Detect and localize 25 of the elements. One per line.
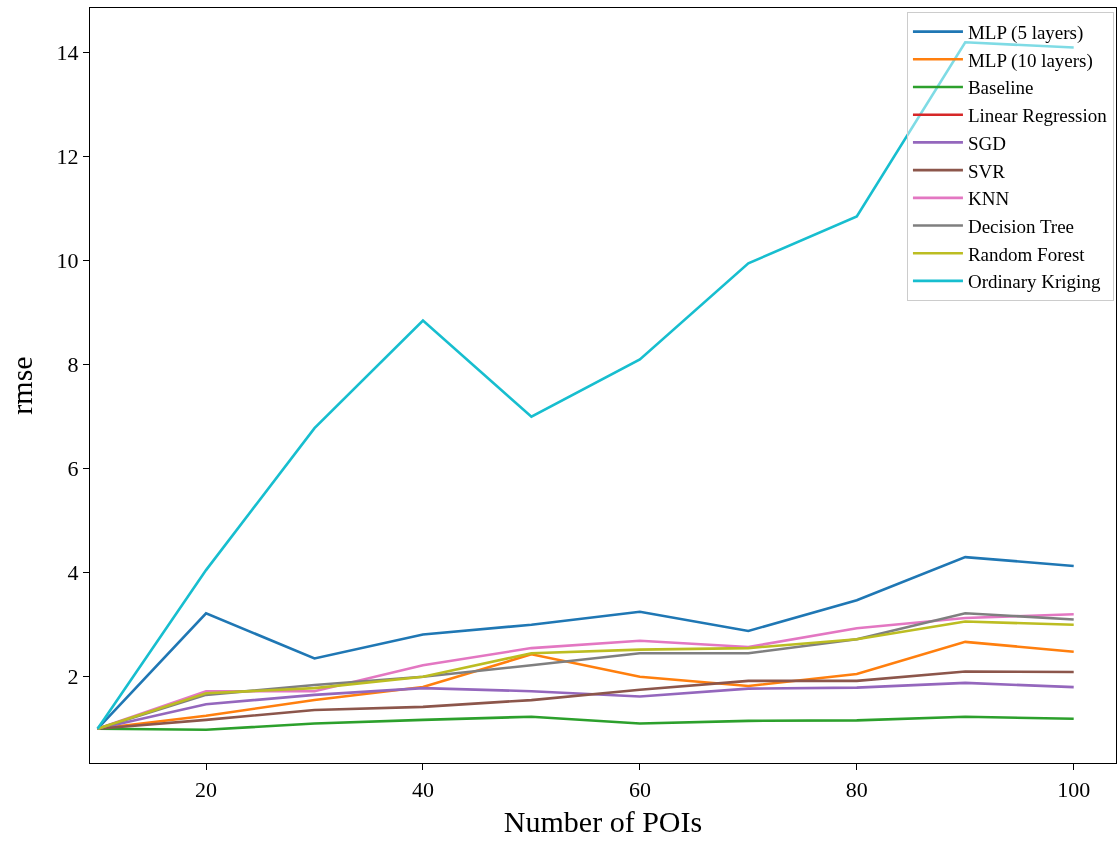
- y-axis-title: rmse: [5, 356, 39, 415]
- legend-label: MLP (5 layers): [967, 22, 1084, 45]
- legend-label: Random Forest: [967, 243, 1086, 265]
- legend-label: Linear Regression: [967, 105, 1108, 127]
- y-tick-label: 12: [56, 144, 79, 170]
- x-tick-label: 60: [628, 776, 651, 802]
- y-tick-label: 14: [56, 40, 79, 66]
- x-tick-label: 80: [845, 776, 868, 802]
- line-series: [96, 670, 1075, 730]
- y-tick-label: 6: [67, 456, 79, 482]
- x-tick-label: 40: [411, 776, 434, 802]
- legend-label: SGD: [967, 132, 1006, 154]
- x-axis-title: Number of POIs: [503, 805, 703, 839]
- y-tick-label: 2: [67, 664, 79, 690]
- legend-label: Baseline: [967, 77, 1034, 99]
- y-tick-label: 8: [67, 352, 79, 378]
- y-tick-label: 4: [67, 560, 79, 586]
- legend-label: Decision Tree: [967, 215, 1075, 237]
- x-tick-label: 100: [1057, 776, 1091, 802]
- x-tick-label: 20: [195, 776, 218, 802]
- legend-label: Ordinary Kriging: [967, 271, 1101, 293]
- y-tick-label: 10: [56, 248, 79, 274]
- legend-label: KNN: [967, 188, 1010, 210]
- legend-label: MLP (10 layers): [967, 49, 1093, 72]
- legend-label: SVR: [967, 160, 1006, 182]
